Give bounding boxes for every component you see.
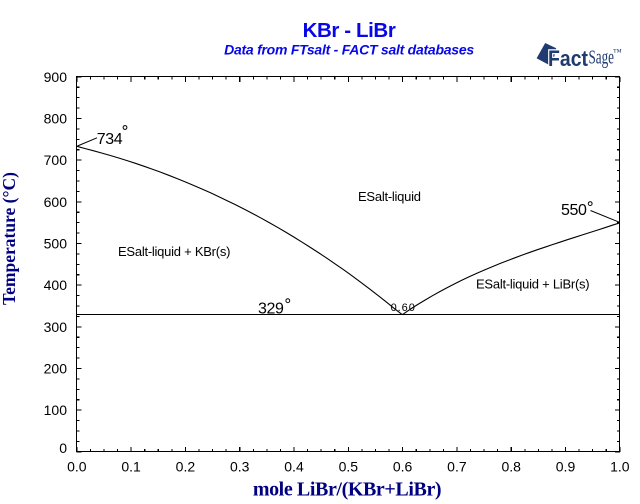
- svg-text:™: ™: [613, 47, 622, 57]
- svg-text:900: 900: [44, 69, 68, 85]
- svg-text:ESalt-liquid + LiBr(s): ESalt-liquid + LiBr(s): [476, 276, 589, 291]
- svg-text:550: 550: [561, 202, 587, 219]
- svg-text:800: 800: [44, 111, 68, 127]
- svg-text:KBr - LiBr: KBr - LiBr: [303, 19, 396, 42]
- svg-text:700: 700: [44, 152, 68, 168]
- svg-text:734: 734: [97, 131, 123, 148]
- svg-text:1.0: 1.0: [610, 459, 630, 475]
- svg-text:0.6: 0.6: [393, 459, 413, 475]
- svg-text:Fact: Fact: [548, 46, 589, 71]
- svg-text:0.4: 0.4: [284, 459, 304, 475]
- svg-text:0.7: 0.7: [447, 459, 467, 475]
- svg-text:600: 600: [44, 194, 68, 210]
- svg-text:0.60: 0.60: [391, 302, 416, 314]
- svg-text:ESalt-liquid: ESalt-liquid: [358, 189, 421, 204]
- svg-text:0.0: 0.0: [67, 459, 87, 475]
- svg-text:mole LiBr/(KBr+LiBr): mole LiBr/(KBr+LiBr): [253, 479, 441, 501]
- svg-text:100: 100: [44, 402, 68, 418]
- svg-text:300: 300: [44, 319, 68, 335]
- svg-text:Data from FTsalt - FACT salt d: Data from FTsalt - FACT salt databases: [224, 42, 474, 58]
- svg-text:0.1: 0.1: [121, 459, 141, 475]
- svg-text:ESalt-liquid + KBr(s): ESalt-liquid + KBr(s): [118, 244, 230, 259]
- svg-text:Temperature (°C): Temperature (°C): [0, 172, 19, 305]
- svg-text:0.5: 0.5: [339, 459, 359, 475]
- svg-text:500: 500: [44, 236, 68, 252]
- svg-text:0.3: 0.3: [230, 459, 250, 475]
- svg-text:0: 0: [59, 440, 67, 456]
- svg-text:0.2: 0.2: [176, 459, 196, 475]
- svg-text:0.8: 0.8: [501, 459, 521, 475]
- svg-text:200: 200: [44, 361, 68, 377]
- svg-text:0.9: 0.9: [556, 459, 576, 475]
- svg-text:400: 400: [44, 277, 68, 293]
- svg-text:329: 329: [258, 301, 284, 318]
- svg-text:Sage: Sage: [589, 47, 615, 68]
